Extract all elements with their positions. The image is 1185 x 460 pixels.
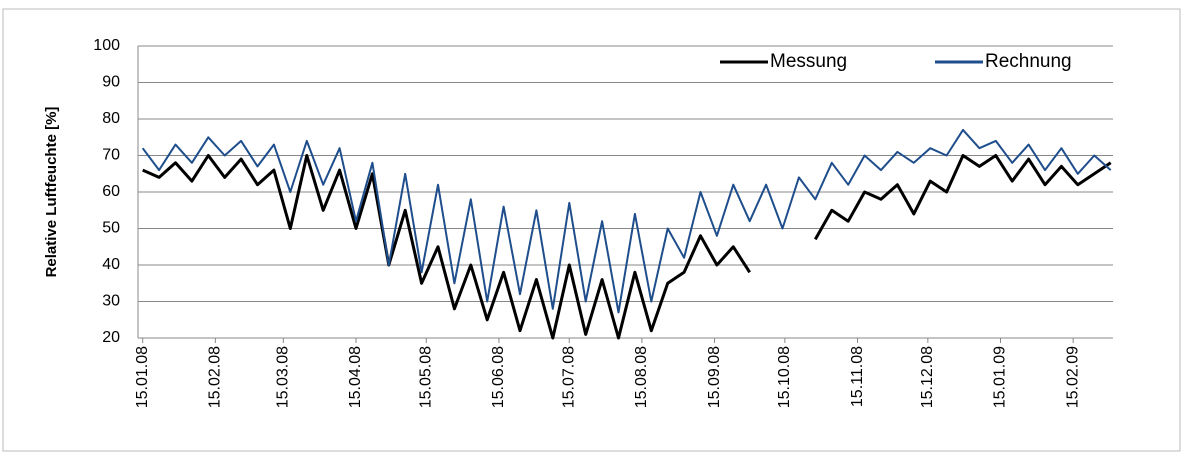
chart-frame <box>2 8 1181 452</box>
x-tick-label: 15.05.08 <box>418 346 435 408</box>
series-line <box>141 128 1112 314</box>
x-tick-label: 15.11.08 <box>849 346 866 407</box>
y-tick-label: 20 <box>102 329 120 346</box>
x-tick-label: 15.01.09 <box>992 346 1009 408</box>
x-tick-label: 15.08.08 <box>633 346 650 408</box>
x-tick-label: 15.07.08 <box>560 346 577 408</box>
legend-label: Messung <box>770 51 847 72</box>
x-tick-label: 15.12.08 <box>919 346 936 408</box>
y-tick-label: 100 <box>93 37 120 54</box>
x-tick-label: 15.02.09 <box>1064 346 1081 408</box>
legend-label: Rechnung <box>985 51 1072 72</box>
x-tick-label: 15.10.08 <box>776 346 793 408</box>
y-tick-label: 70 <box>102 147 120 164</box>
y-axis-label: Relative Luftfeuchte [%] <box>43 107 60 278</box>
y-tick-label: 40 <box>102 256 120 273</box>
y-tick-label: 90 <box>102 74 120 91</box>
y-tick-label: 80 <box>102 110 120 127</box>
x-tick-label: 15.03.08 <box>275 346 292 408</box>
x-tick-label: 15.01.08 <box>134 346 151 408</box>
y-tick-label: 30 <box>102 293 120 310</box>
x-tick-label: 15.06.08 <box>490 346 507 408</box>
x-tick-label: 15.09.08 <box>706 346 723 408</box>
series-line <box>142 154 1112 340</box>
y-tick-label: 50 <box>102 220 120 237</box>
x-tick-label: 15.04.08 <box>347 346 364 408</box>
y-tick-label: 60 <box>102 183 120 200</box>
x-tick-label: 15.02.08 <box>207 346 224 408</box>
